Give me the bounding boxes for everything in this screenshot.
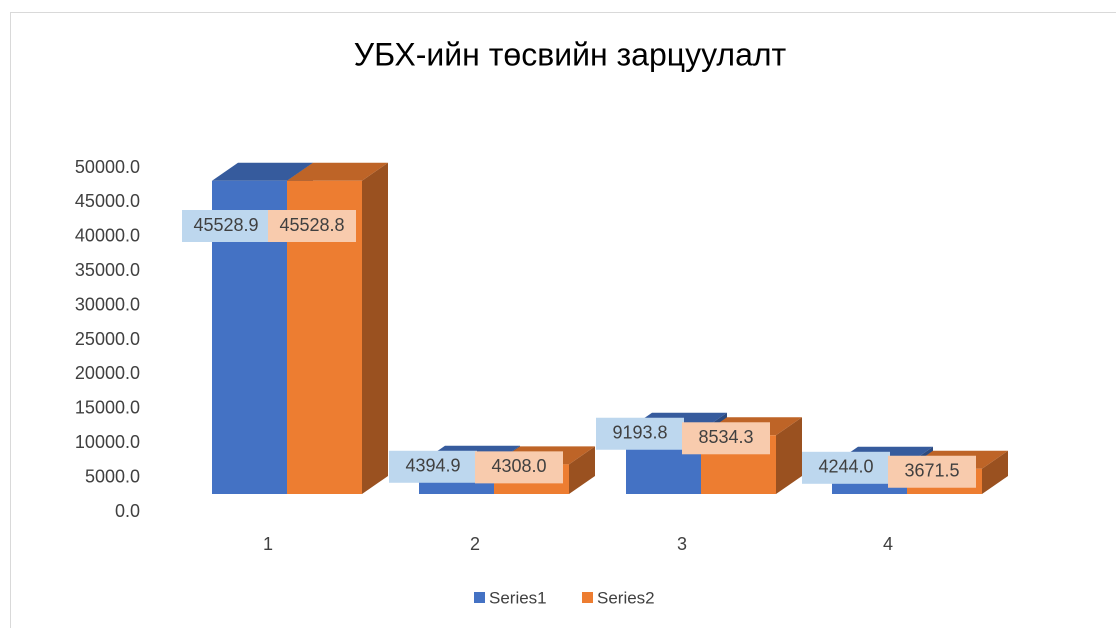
- y-tick-label: 40000.0: [75, 226, 140, 246]
- y-tick-label: 45000.0: [75, 191, 140, 211]
- y-tick-label: 30000.0: [75, 294, 140, 314]
- y-tick-label: 20000.0: [75, 363, 140, 383]
- bar-side: [362, 162, 388, 495]
- data-label: 4244.0: [818, 457, 873, 477]
- chart-title: УБХ-ийн төсвийн зарцуулалт: [354, 36, 787, 72]
- legend-label: Series1: [489, 588, 547, 607]
- legend-swatch: [474, 592, 485, 603]
- data-label-box: [596, 417, 684, 450]
- y-tick-label: 10000.0: [75, 432, 140, 452]
- legend-label: Series2: [597, 588, 655, 607]
- data-label-box: [268, 210, 356, 242]
- bar-top: [212, 162, 313, 181]
- y-tick-label: 0.0: [115, 501, 140, 521]
- x-tick-label: 1: [263, 534, 273, 554]
- bar-side: [776, 417, 802, 494]
- y-tick-label: 50000.0: [75, 157, 140, 177]
- chart-border: [10, 12, 1116, 628]
- bar-side: [982, 450, 1008, 494]
- data-label-box: [475, 451, 563, 484]
- data-label-box: [389, 450, 477, 483]
- legend-swatch: [582, 592, 593, 603]
- data-label-box: [182, 210, 270, 242]
- y-tick-label: 15000.0: [75, 398, 140, 418]
- data-label-box: [888, 455, 976, 488]
- data-label: 45528.9: [193, 215, 258, 235]
- data-label-box: [802, 451, 890, 484]
- data-label: 45528.8: [279, 215, 344, 235]
- y-tick-label: 35000.0: [75, 260, 140, 280]
- data-label: 8534.3: [698, 427, 753, 447]
- bar-side: [569, 446, 595, 494]
- x-tick-label: 4: [883, 534, 893, 554]
- bar-top: [287, 162, 388, 181]
- data-label: 3671.5: [904, 460, 959, 480]
- x-tick-label: 2: [470, 534, 480, 554]
- x-tick-label: 3: [677, 534, 687, 554]
- data-label-box: [682, 422, 770, 455]
- y-tick-label: 25000.0: [75, 329, 140, 349]
- data-label: 4308.0: [491, 456, 546, 476]
- y-tick-label: 5000.0: [85, 466, 140, 486]
- data-label: 4394.9: [405, 456, 460, 476]
- data-label: 9193.8: [612, 422, 667, 442]
